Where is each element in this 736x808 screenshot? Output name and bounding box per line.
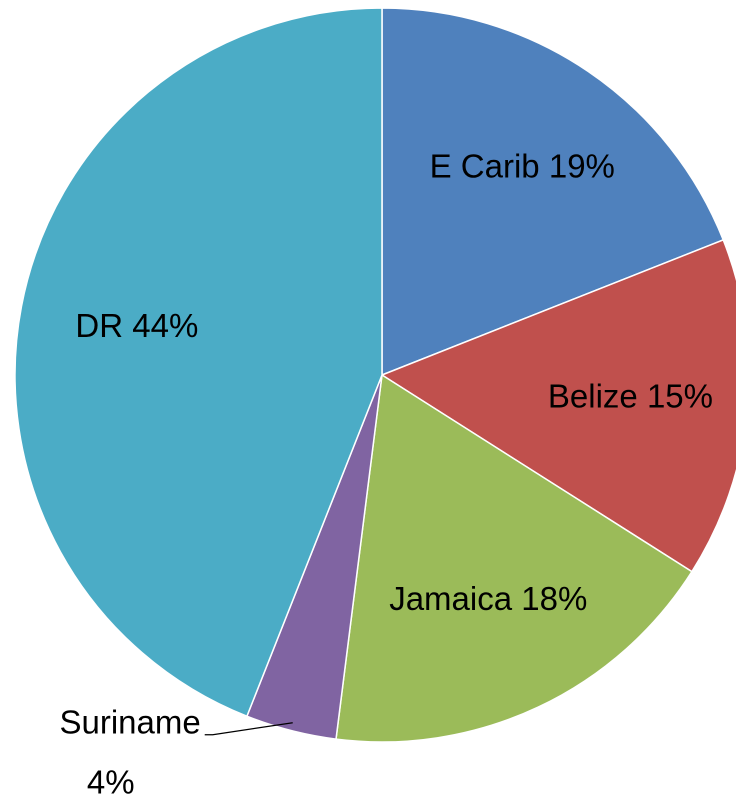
label-value: 18% (521, 580, 587, 617)
label-category: DR (75, 307, 123, 344)
pie-slice (14, 7, 383, 718)
data-label: Jamaica 18% (389, 580, 587, 617)
label-value: 4% (87, 763, 135, 800)
label-value: 44% (132, 307, 198, 344)
pie-slice (335, 373, 693, 743)
label-category: E Carib (430, 147, 540, 184)
data-label: E Carib 19% (430, 147, 615, 184)
leader-line (204, 722, 293, 736)
label-category: Jamaica (389, 580, 513, 617)
label-value: 15% (647, 377, 713, 414)
label-category: Suriname (59, 703, 200, 740)
data-label: Belize 15% (548, 377, 713, 414)
label-category: Belize (548, 377, 638, 414)
data-label: DR 44% (75, 307, 198, 344)
label-value: 19% (549, 147, 615, 184)
pie-slice (380, 238, 736, 573)
pie-slice (381, 7, 725, 377)
